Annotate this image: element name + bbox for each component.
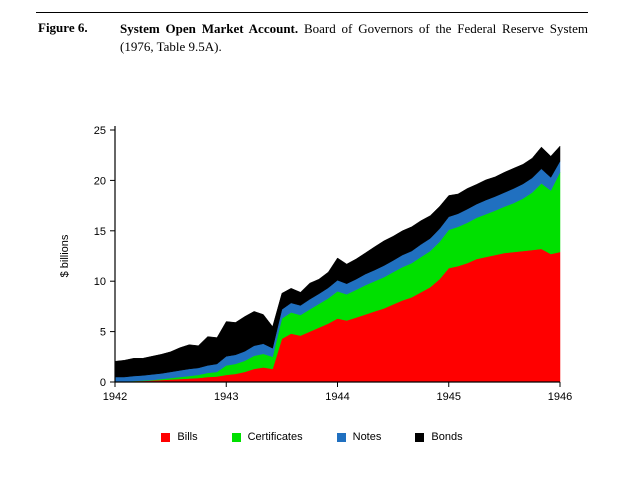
x-tick-label: 1943 bbox=[214, 391, 238, 403]
legend-label: Bonds bbox=[431, 431, 463, 443]
figure-title: System Open Market Account. bbox=[120, 21, 299, 36]
chart-areas bbox=[114, 145, 561, 383]
legend-item-bills: Bills bbox=[161, 431, 198, 443]
x-tick-label: 1942 bbox=[103, 391, 127, 403]
figure-caption: System Open Market Account. Board of Gov… bbox=[120, 20, 588, 55]
legend-item-certificates: Certificates bbox=[231, 431, 303, 443]
y-tick-label: 25 bbox=[94, 125, 106, 137]
legend-item-bonds: Bonds bbox=[415, 431, 463, 443]
bills-swatch-icon bbox=[161, 432, 171, 442]
chart-svg: 0 5 10 15 20 25 1942 1943 1944 1945 1946 $ billion… bbox=[59, 125, 572, 403]
chart-ticks: 0 5 10 15 20 25 1942 1943 1944 1945 1946 bbox=[94, 125, 572, 403]
bonds-swatch-icon bbox=[415, 432, 425, 442]
legend-item-notes: Notes bbox=[336, 431, 382, 443]
certificates-swatch-icon bbox=[231, 432, 241, 442]
y-axis-title: $ billions bbox=[59, 234, 71, 277]
legend: Bills Certificates Notes Bonds bbox=[0, 431, 624, 443]
notes-swatch-icon bbox=[336, 432, 346, 442]
legend-label: Certificates bbox=[247, 431, 303, 443]
y-tick-label: 5 bbox=[100, 327, 106, 339]
figure-source: Board of Governors of the Federal Reserv… bbox=[120, 21, 589, 54]
top-rule bbox=[36, 12, 588, 13]
legend-label: Bills bbox=[177, 431, 198, 443]
legend-label: Notes bbox=[352, 431, 382, 443]
x-tick-label: 1945 bbox=[437, 391, 461, 403]
y-tick-label: 0 bbox=[100, 377, 106, 389]
x-tick-label: 1946 bbox=[548, 391, 572, 403]
y-tick-label: 20 bbox=[94, 175, 106, 187]
x-tick-label: 1944 bbox=[325, 391, 349, 403]
figure-label: Figure 6. bbox=[38, 20, 88, 35]
area-bonds bbox=[114, 145, 561, 378]
y-tick-label: 15 bbox=[94, 226, 106, 238]
y-tick-label: 10 bbox=[94, 276, 106, 288]
chart: 0 5 10 15 20 25 1942 1943 1944 1945 1946 $ billion… bbox=[0, 110, 624, 410]
